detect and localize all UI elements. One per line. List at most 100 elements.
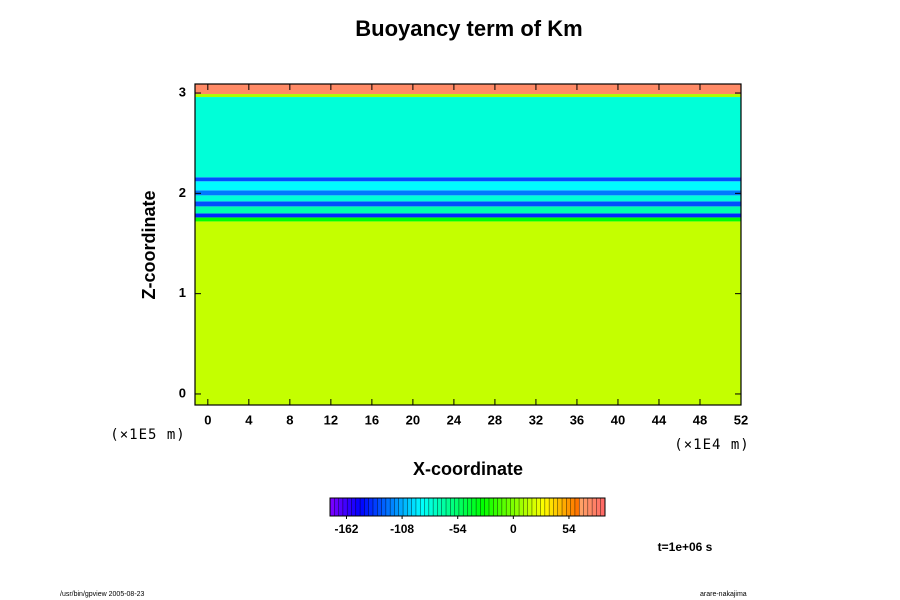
colorbar-cell bbox=[549, 498, 554, 516]
colorbar-cell bbox=[574, 498, 580, 516]
colorbar-cell bbox=[506, 498, 511, 516]
x-tick-label: 8 bbox=[286, 412, 293, 427]
x-tick-label: 4 bbox=[245, 412, 253, 427]
colorbar-cell bbox=[519, 498, 524, 516]
field-band bbox=[195, 84, 741, 95]
colorbar-cell bbox=[536, 498, 541, 516]
y-axis-title: Z-coordinate bbox=[139, 190, 159, 299]
colorbar-label: 0 bbox=[510, 522, 517, 536]
colorbar-cell bbox=[531, 498, 537, 516]
colorbar-cell bbox=[360, 498, 365, 516]
colorbar-cell bbox=[364, 498, 369, 516]
colorbar-cell bbox=[450, 498, 455, 516]
x-tick-label: 16 bbox=[365, 412, 379, 427]
colorbar-cell bbox=[484, 498, 490, 516]
y-tick-label: 2 bbox=[179, 185, 186, 200]
x-tick-label: 20 bbox=[406, 412, 420, 427]
x-tick-label: 48 bbox=[693, 412, 707, 427]
y-unit: (×1E5 m) bbox=[110, 427, 185, 443]
colorbar-cell bbox=[428, 498, 434, 516]
colorbar-cell bbox=[330, 498, 335, 516]
colorbar-label: -108 bbox=[390, 522, 414, 536]
colorbar-cell bbox=[583, 498, 589, 516]
x-tick-label: 44 bbox=[652, 412, 667, 427]
colorbar-cell bbox=[596, 498, 602, 516]
colorbar-cell bbox=[510, 498, 516, 516]
colorbar-cell bbox=[403, 498, 408, 516]
colorbar-cell bbox=[407, 498, 412, 516]
field-band bbox=[195, 195, 741, 202]
colorbar-cell bbox=[372, 498, 378, 516]
colorbar-cell bbox=[592, 498, 597, 516]
field-band bbox=[195, 177, 741, 182]
colorbar-cell bbox=[377, 498, 382, 516]
colorbar-cell bbox=[351, 498, 357, 516]
field-band bbox=[195, 190, 741, 196]
x-unit: (×1E4 m) bbox=[674, 437, 749, 453]
x-tick-label: 24 bbox=[447, 412, 462, 427]
colorbar-cell bbox=[587, 498, 593, 516]
colorbar-cell bbox=[385, 498, 391, 516]
footer-left: /usr/bin/gpview 2005-08-23 bbox=[60, 591, 145, 598]
plot-frame bbox=[194, 83, 742, 406]
colorbar-label: -162 bbox=[334, 522, 358, 536]
colorbar-cell bbox=[540, 498, 546, 516]
colorbar-cell bbox=[480, 498, 485, 516]
x-tick-label: 40 bbox=[611, 412, 625, 427]
y-tick-label: 0 bbox=[179, 385, 186, 400]
colorbar-cell bbox=[553, 498, 559, 516]
colorbar-cell bbox=[342, 498, 348, 516]
x-tick-label: 32 bbox=[529, 412, 543, 427]
colorbar-cell bbox=[454, 498, 460, 516]
field-band bbox=[195, 221, 741, 405]
colorbar-cell bbox=[446, 498, 451, 516]
colorbar-cell bbox=[420, 498, 425, 516]
colorbar-cell bbox=[570, 498, 576, 516]
colorbar-cell bbox=[394, 498, 400, 516]
field-band bbox=[195, 206, 741, 214]
colorbar-cell bbox=[566, 498, 571, 516]
colorbar-frame bbox=[329, 497, 606, 517]
y-tick-label: 1 bbox=[179, 285, 186, 300]
x-tick-label: 36 bbox=[570, 412, 584, 427]
colorbar-cell bbox=[514, 498, 520, 516]
field-band bbox=[195, 217, 741, 222]
colorbar-cell bbox=[557, 498, 563, 516]
field-band bbox=[195, 201, 741, 207]
x-tick-label: 28 bbox=[488, 412, 502, 427]
time-label: t=1e+06 s bbox=[658, 540, 713, 554]
field-band bbox=[195, 181, 741, 191]
colorbar-cell bbox=[488, 498, 494, 516]
colorbar-cell bbox=[523, 498, 528, 516]
colorbar-cell bbox=[390, 498, 395, 516]
y-tick-label: 3 bbox=[179, 84, 186, 99]
colorbar-cell bbox=[497, 498, 503, 516]
colorbar-cell bbox=[458, 498, 464, 516]
colorbar-label: -54 bbox=[449, 522, 467, 536]
x-axis-title: X-coordinate bbox=[413, 459, 523, 479]
colorbar-cell bbox=[347, 498, 352, 516]
colorbar-cell bbox=[463, 498, 468, 516]
colorbar-label: 54 bbox=[562, 522, 576, 536]
colorbar-cell bbox=[381, 498, 387, 516]
colorbar-cell bbox=[415, 498, 421, 516]
colorbar-cell bbox=[579, 498, 584, 516]
colorbar-cell bbox=[433, 498, 438, 516]
colorbar-cell bbox=[368, 498, 374, 516]
colorbar-cell bbox=[424, 498, 430, 516]
colorbar-cell bbox=[544, 498, 550, 516]
colorbar-cell bbox=[476, 498, 481, 516]
colorbar-cell bbox=[471, 498, 477, 516]
x-tick-label: 52 bbox=[734, 412, 748, 427]
chart-title: Buoyancy term of Km bbox=[355, 16, 582, 41]
colorbar-cell bbox=[355, 498, 361, 516]
colorbar-cell bbox=[527, 498, 533, 516]
colorbar-cell bbox=[398, 498, 404, 516]
colorbar-cell bbox=[441, 498, 447, 516]
colorbar-cell bbox=[334, 498, 339, 516]
x-tick-label: 0 bbox=[204, 412, 211, 427]
colorbar-cell bbox=[600, 498, 606, 516]
field-band bbox=[195, 213, 741, 218]
field-band bbox=[195, 94, 741, 98]
